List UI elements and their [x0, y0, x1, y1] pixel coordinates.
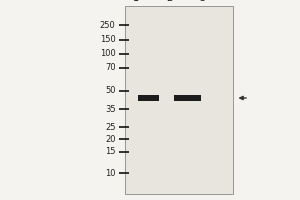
Bar	[124, 6, 232, 194]
Text: 1: 1	[134, 0, 140, 3]
Text: 3: 3	[200, 0, 206, 3]
Text: 50: 50	[105, 86, 116, 95]
Text: 20: 20	[105, 134, 116, 144]
Text: 2: 2	[167, 0, 172, 3]
Text: 250: 250	[100, 21, 116, 29]
Text: 25: 25	[105, 122, 116, 132]
Text: 150: 150	[100, 36, 116, 45]
Bar	[138, 95, 159, 101]
Text: 100: 100	[100, 49, 116, 58]
Bar	[174, 95, 201, 101]
Text: 70: 70	[105, 64, 116, 72]
Text: 15: 15	[105, 148, 116, 156]
Text: 10: 10	[105, 168, 116, 178]
Text: 35: 35	[105, 104, 116, 114]
